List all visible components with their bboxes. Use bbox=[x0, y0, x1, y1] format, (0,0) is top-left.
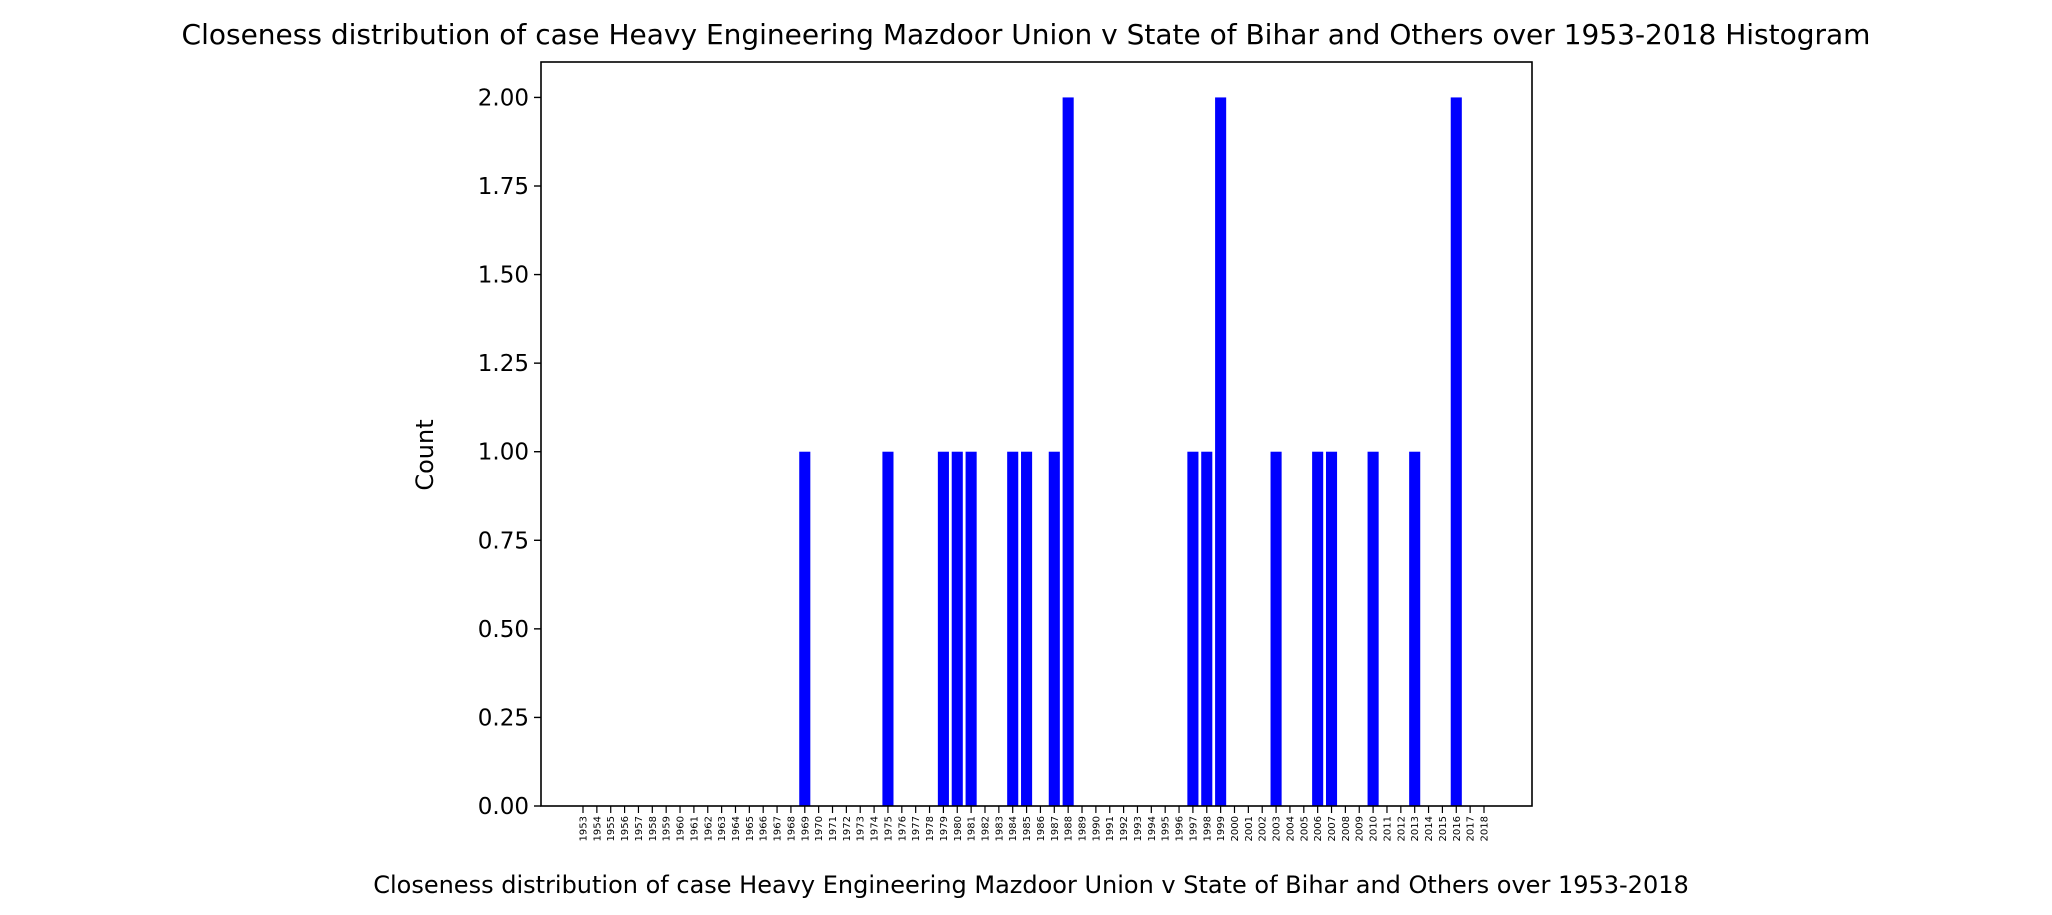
x-tick-label: 1964 bbox=[731, 816, 742, 841]
x-tick-label: 1963 bbox=[717, 816, 728, 841]
x-tick-label: 1980 bbox=[953, 816, 964, 841]
x-tick-label: 1986 bbox=[1036, 816, 1047, 841]
x-tick-label: 1981 bbox=[967, 816, 978, 841]
x-tick-label: 2014 bbox=[1424, 816, 1435, 841]
x-tick-label: 1959 bbox=[662, 816, 673, 841]
x-tick-label: 1975 bbox=[883, 816, 894, 841]
x-tick-label: 1953 bbox=[579, 816, 590, 841]
x-tick-label: 1969 bbox=[800, 816, 811, 841]
x-tick-label: 2003 bbox=[1272, 816, 1283, 841]
chart-title: Closeness distribution of case Heavy Eng… bbox=[182, 18, 1871, 51]
x-tick-label: 2009 bbox=[1355, 816, 1366, 841]
x-tick-label: 1972 bbox=[842, 816, 853, 841]
x-tick-label: 1967 bbox=[773, 816, 784, 841]
x-tick-label: 1988 bbox=[1064, 816, 1075, 841]
x-tick-label: 1960 bbox=[676, 816, 687, 841]
x-tick-label: 2007 bbox=[1327, 816, 1338, 841]
bar-1975 bbox=[882, 451, 894, 806]
x-tick-label: 2018 bbox=[1480, 816, 1491, 841]
x-tick-label: 1995 bbox=[1161, 816, 1172, 841]
bar-1981 bbox=[965, 451, 977, 806]
x-tick-label: 2006 bbox=[1313, 816, 1324, 841]
bar-1999 bbox=[1215, 97, 1227, 806]
y-axis-label: Count bbox=[411, 419, 439, 490]
bar-1980 bbox=[951, 451, 963, 806]
x-tick-label: 1965 bbox=[745, 816, 756, 841]
bar-2010 bbox=[1367, 451, 1379, 806]
x-tick-label: 1974 bbox=[870, 816, 881, 841]
bar-2003 bbox=[1270, 451, 1282, 806]
x-tick-label: 2001 bbox=[1244, 816, 1255, 841]
x-tick-label: 1996 bbox=[1175, 816, 1186, 841]
x-tick-label: 1973 bbox=[856, 816, 867, 841]
x-tick-label: 1958 bbox=[648, 816, 659, 841]
x-tick-label: 1956 bbox=[620, 816, 631, 841]
bar-1984 bbox=[1007, 451, 1019, 806]
x-tick-label: 1997 bbox=[1188, 816, 1199, 841]
x-tick-label: 2011 bbox=[1382, 816, 1393, 841]
y-tick-label: 0.25 bbox=[478, 705, 529, 731]
x-tick-label: 2004 bbox=[1285, 816, 1296, 841]
x-tick-label: 1979 bbox=[939, 816, 950, 841]
x-tick-label: 1957 bbox=[634, 816, 645, 841]
x-tick-label: 2005 bbox=[1299, 816, 1310, 841]
bar-1988 bbox=[1062, 97, 1074, 806]
bar-1987 bbox=[1048, 451, 1060, 806]
bar-1985 bbox=[1021, 451, 1033, 806]
x-tick-label: 1991 bbox=[1105, 816, 1116, 841]
x-tick-label: 1968 bbox=[786, 816, 797, 841]
x-tick-label: 1966 bbox=[759, 816, 770, 841]
bar-1969 bbox=[799, 451, 811, 806]
x-tick-label: 1998 bbox=[1202, 816, 1213, 841]
x-tick-label: 1989 bbox=[1078, 816, 1089, 841]
x-tick-label: 1982 bbox=[980, 816, 991, 841]
y-tick-label: 0.50 bbox=[478, 617, 529, 643]
x-tick-label: 1985 bbox=[1022, 816, 1033, 841]
x-tick-label: 2000 bbox=[1230, 816, 1241, 841]
x-tick-label: 2008 bbox=[1341, 816, 1352, 841]
bar-2013 bbox=[1409, 451, 1421, 806]
bar-2016 bbox=[1450, 97, 1462, 806]
x-tick-label: 1955 bbox=[606, 816, 617, 841]
y-tick-label: 1.25 bbox=[478, 351, 529, 377]
plot-frame bbox=[540, 61, 1533, 807]
y-tick-label: 2.00 bbox=[478, 85, 529, 111]
x-tick-label: 2002 bbox=[1258, 816, 1269, 841]
bar-1998 bbox=[1201, 451, 1213, 806]
x-tick-label: 1978 bbox=[925, 816, 936, 841]
x-tick-label: 1999 bbox=[1216, 816, 1227, 841]
x-tick-label: 2016 bbox=[1452, 816, 1463, 841]
x-tick-label: 1961 bbox=[689, 816, 700, 841]
bar-1997 bbox=[1187, 451, 1199, 806]
y-tick-label: 1.00 bbox=[478, 440, 529, 466]
y-tick-label: 1.50 bbox=[478, 263, 529, 289]
y-tick-label: 0.00 bbox=[478, 794, 529, 820]
x-tick-label: 1983 bbox=[994, 816, 1005, 841]
y-tick-label: 1.75 bbox=[478, 174, 529, 200]
x-tick-label: 1987 bbox=[1050, 816, 1061, 841]
x-tick-label: 2013 bbox=[1410, 816, 1421, 841]
x-tick-label: 1993 bbox=[1133, 816, 1144, 841]
x-tick-label: 1984 bbox=[1008, 816, 1019, 841]
x-tick-label: 1962 bbox=[703, 816, 714, 841]
x-tick-label: 1994 bbox=[1147, 816, 1158, 841]
x-tick-label: 1954 bbox=[592, 816, 603, 841]
x-tick-label: 2017 bbox=[1466, 816, 1477, 841]
x-axis-label: Closeness distribution of case Heavy Eng… bbox=[373, 871, 1689, 899]
x-tick-label: 1992 bbox=[1119, 816, 1130, 841]
x-tick-label: 2015 bbox=[1438, 816, 1449, 841]
x-tick-label: 1976 bbox=[897, 816, 908, 841]
x-tick-label: 1977 bbox=[911, 816, 922, 841]
x-tick-label: 1971 bbox=[828, 816, 839, 841]
x-tick-label: 2012 bbox=[1396, 816, 1407, 841]
plot-area: 0.00 0.25 0.50 0.75 1.00 1.25 1.50 1.75 2.00 1953… bbox=[478, 61, 1533, 841]
y-tick-label: 0.75 bbox=[478, 528, 529, 554]
bar-2006 bbox=[1312, 451, 1324, 806]
bar-1979 bbox=[937, 451, 949, 806]
bar-2007 bbox=[1325, 451, 1338, 806]
x-tick-label: 1970 bbox=[814, 816, 825, 841]
x-tick-label: 2010 bbox=[1369, 816, 1380, 841]
x-tick-label: 1990 bbox=[1091, 816, 1102, 841]
